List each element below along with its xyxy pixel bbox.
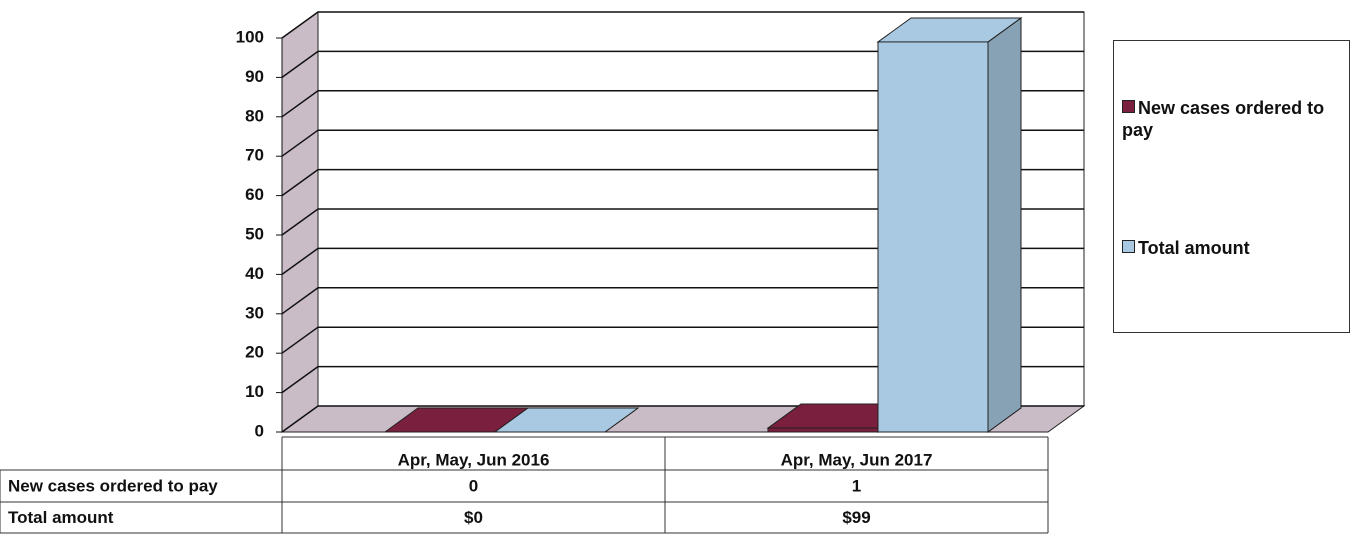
legend-entry: New cases ordered to pay (1122, 97, 1332, 141)
y-tick-label: 90 (245, 67, 264, 86)
legend-swatch (1122, 100, 1135, 113)
bar (877, 41, 989, 433)
bar (767, 427, 879, 433)
legend-swatch (1122, 240, 1135, 253)
legend-entry: Total amount (1122, 237, 1332, 259)
grid-line (281, 50, 1084, 79)
y-tick-label: 100 (236, 27, 264, 46)
table-cell: 1 (852, 476, 861, 495)
grid-line (281, 287, 1084, 315)
table-cell: 0 (469, 476, 478, 495)
table-row-label: New cases ordered to pay (8, 476, 218, 495)
bar-top (493, 407, 640, 433)
grid-line (281, 168, 1084, 197)
x-tick-label: Apr, May, Jun 2016 (398, 450, 550, 469)
bar-side (987, 16, 1022, 433)
y-tick-label: 70 (245, 146, 264, 165)
table-row-label: Total amount (8, 508, 114, 527)
legend-label: Total amount (1138, 238, 1250, 258)
grid-line (281, 247, 1084, 276)
y-tick-label: 0 (255, 421, 264, 440)
legend-label: New cases ordered to pay (1122, 98, 1325, 140)
grid-line (281, 129, 1084, 157)
x-tick-label: Apr, May, Jun 2017 (781, 450, 933, 469)
y-tick-label: 50 (245, 224, 264, 243)
legend: New cases ordered to pay Total amount (1113, 40, 1350, 333)
y-tick-label: 30 (245, 303, 264, 322)
grid-line (281, 11, 1084, 39)
y-tick-label: 10 (245, 382, 264, 401)
grid-line (281, 326, 1084, 354)
grid-line (281, 208, 1084, 236)
y-tick-label: 60 (245, 185, 264, 204)
y-tick-label: 40 (245, 264, 264, 283)
grid-line (281, 90, 1084, 118)
y-tick-label: 80 (245, 106, 264, 125)
y-tick-label: 20 (245, 343, 264, 362)
table-cell: $99 (842, 508, 870, 527)
table-cell: $0 (464, 508, 483, 527)
grid-line (281, 365, 1084, 394)
